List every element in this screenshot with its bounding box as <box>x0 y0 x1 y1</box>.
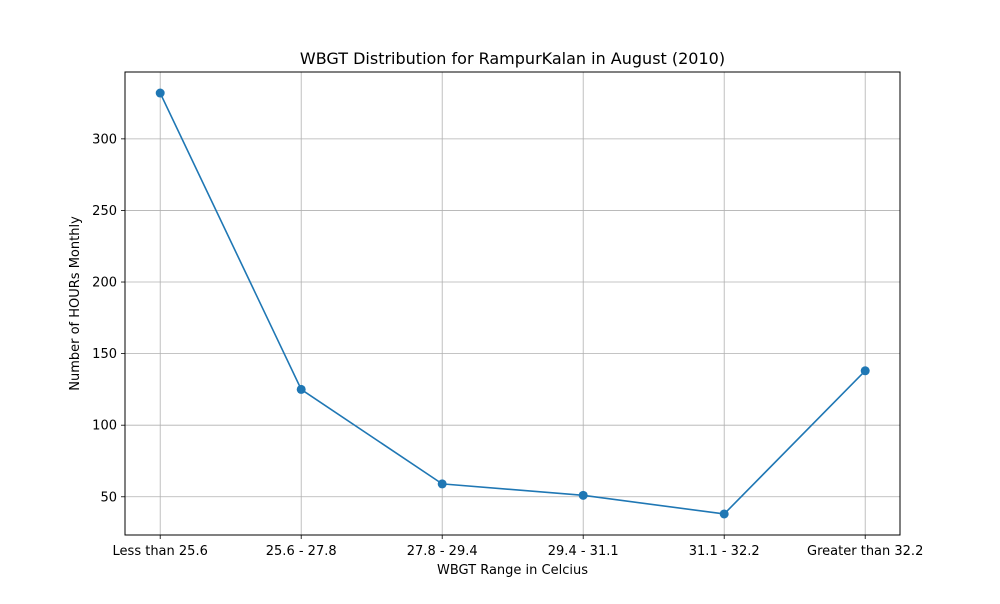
y-tick-label: 100 <box>92 419 117 434</box>
x-tick-label: 29.4 - 31.1 <box>548 544 619 559</box>
axis-ticks: Less than 25.6 25.6 - 27.8 27.8 - 29.4 29.4… <box>92 132 923 559</box>
x-tick-label: 31.1 - 32.2 <box>689 544 760 559</box>
x-tick-label: 27.8 - 29.4 <box>407 544 478 559</box>
grid-lines <box>125 72 900 535</box>
y-axis-label: Number of HOURs Monthly <box>68 216 83 391</box>
y-tick-label: 250 <box>92 204 117 219</box>
x-tick-label: Less than 25.6 <box>113 544 208 559</box>
series-layer <box>155 88 870 519</box>
data-point <box>155 88 165 98</box>
series-line <box>159 92 867 515</box>
data-point <box>437 479 447 489</box>
y-tick-label: 50 <box>100 490 117 505</box>
data-point <box>578 490 588 500</box>
data-point <box>860 366 870 376</box>
data-point <box>719 509 729 519</box>
chart-title: WBGT Distribution for RampurKalan in Aug… <box>300 49 725 68</box>
y-tick-label: 200 <box>92 276 117 291</box>
y-tick-label: 150 <box>92 347 117 362</box>
x-tick-label: Greater than 32.2 <box>807 544 923 559</box>
x-axis-label: WBGT Range in Celcius <box>437 563 588 578</box>
y-tick-label: 300 <box>92 132 117 147</box>
plot-frame <box>124 71 901 536</box>
x-tick-label: 25.6 - 27.8 <box>266 544 337 559</box>
data-point <box>296 384 306 394</box>
